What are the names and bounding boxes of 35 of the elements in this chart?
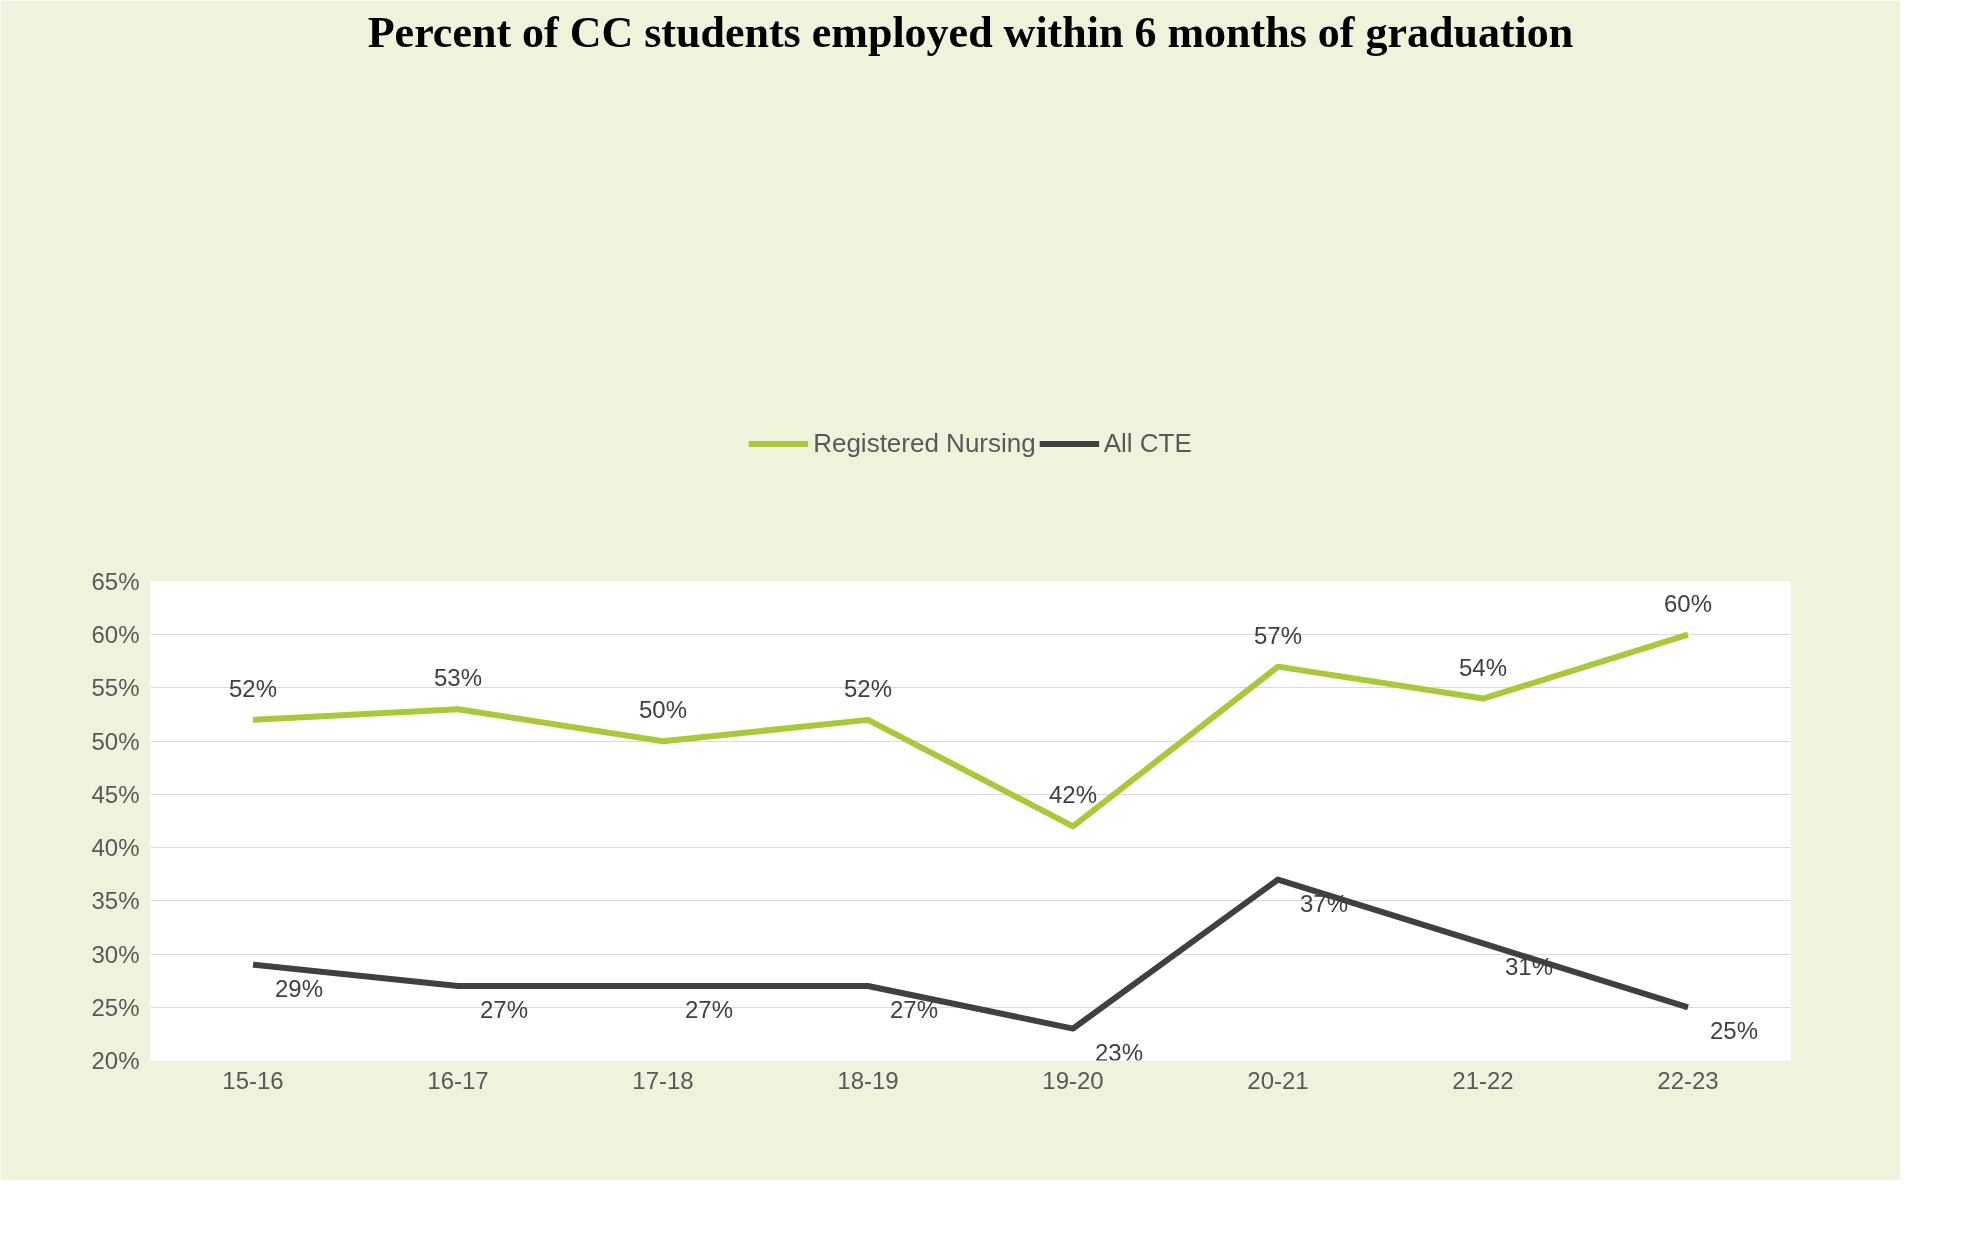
- data-label: 52%: [228, 674, 278, 702]
- data-label: 60%: [1663, 589, 1713, 617]
- data-label: 53%: [433, 664, 483, 692]
- y-tick-label: 55%: [91, 674, 140, 702]
- x-tick-label: 16-17: [427, 1066, 489, 1094]
- y-tick-label: 65%: [91, 568, 140, 595]
- x-tick-label: 18-19: [837, 1066, 899, 1094]
- data-label: 52%: [843, 674, 893, 702]
- x-tick-label: 15-16: [222, 1066, 284, 1094]
- legend-label: Registered Nursing: [813, 427, 1036, 459]
- y-tick-label: 30%: [91, 940, 140, 968]
- data-label: 27%: [685, 995, 734, 1023]
- data-label: 54%: [1458, 653, 1508, 681]
- x-tick-label: 19-20: [1042, 1066, 1104, 1094]
- y-tick-label: 45%: [91, 780, 140, 808]
- data-label: 23%: [1095, 1038, 1144, 1066]
- data-label: 57%: [1253, 621, 1303, 649]
- y-tick-label: 60%: [91, 621, 140, 649]
- data-label: 25%: [1710, 1017, 1759, 1045]
- x-tick-label: 22-23: [1657, 1066, 1719, 1094]
- x-tick-label: 17-18: [632, 1066, 694, 1094]
- y-tick-label: 35%: [91, 887, 140, 915]
- y-tick-label: 20%: [91, 1047, 140, 1074]
- y-tick-label: 25%: [91, 993, 140, 1021]
- data-label: 27%: [480, 995, 529, 1023]
- x-tick-label: 21-22: [1452, 1066, 1514, 1094]
- chart-title: Percent of CC students employed within 6 months of graduation: [367, 7, 1574, 57]
- data-label: 27%: [890, 995, 939, 1023]
- y-tick-label: 50%: [91, 727, 140, 755]
- y-tick-label: 40%: [91, 834, 140, 862]
- data-label: 42%: [1048, 781, 1098, 809]
- data-label: 29%: [275, 974, 324, 1002]
- x-tick-label: 20-21: [1247, 1066, 1309, 1094]
- legend-label: All CTE: [1103, 427, 1192, 459]
- data-label: 50%: [638, 696, 688, 724]
